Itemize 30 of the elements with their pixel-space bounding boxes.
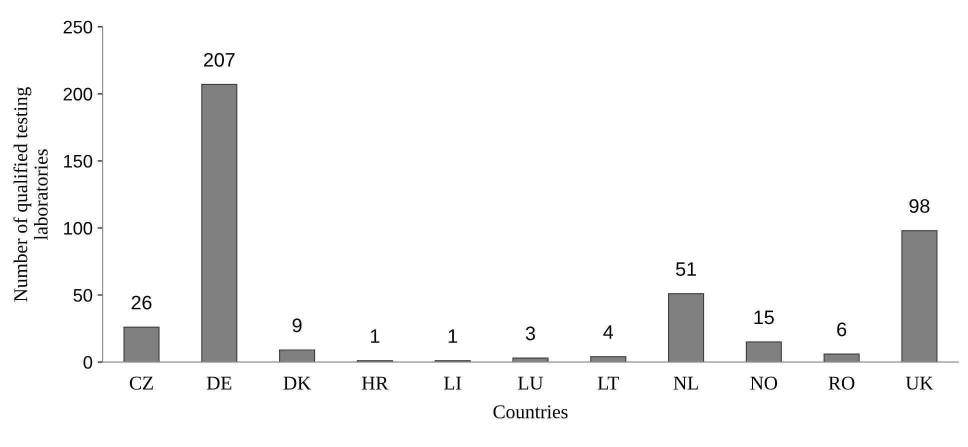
x-tick-label: RO — [828, 376, 854, 390]
y-tick-label: 50 — [74, 288, 92, 302]
x-tick-label: NO — [750, 376, 778, 390]
y-tick-label: 100 — [64, 222, 92, 235]
y-tick-label: 150 — [64, 154, 92, 168]
data-label: 1 — [448, 329, 458, 343]
data-label: 6 — [837, 322, 846, 336]
data-label: 1 — [370, 329, 380, 343]
data-label: 15 — [754, 310, 774, 324]
data-label: 9 — [292, 318, 302, 332]
x-tick-label: LT — [598, 376, 619, 390]
data-label: 3 — [526, 326, 536, 340]
y-tick-label: 200 — [64, 88, 92, 101]
data-label: 26 — [132, 296, 152, 310]
x-tick-label: UK — [906, 376, 934, 390]
x-tick-label: LI — [444, 376, 462, 390]
x-axis-title: Countries — [493, 405, 568, 418]
data-label: 51 — [676, 262, 696, 276]
y-axis-title: Number of qualified testing laboratories — [13, 87, 48, 302]
x-tick-label: HR — [362, 376, 388, 390]
x-tick-label: LU — [518, 376, 544, 390]
x-tick-label: DK — [284, 376, 311, 390]
y-tick-label: 0 — [84, 356, 92, 369]
y-tick-label: 250 — [64, 20, 92, 34]
data-label: 207 — [204, 52, 235, 67]
data-label: 98 — [910, 199, 930, 213]
data-label: 4 — [603, 325, 614, 339]
x-tick-label: DE — [206, 376, 232, 390]
x-tick-label: NL — [674, 376, 698, 390]
x-tick-label: CZ — [130, 376, 153, 390]
